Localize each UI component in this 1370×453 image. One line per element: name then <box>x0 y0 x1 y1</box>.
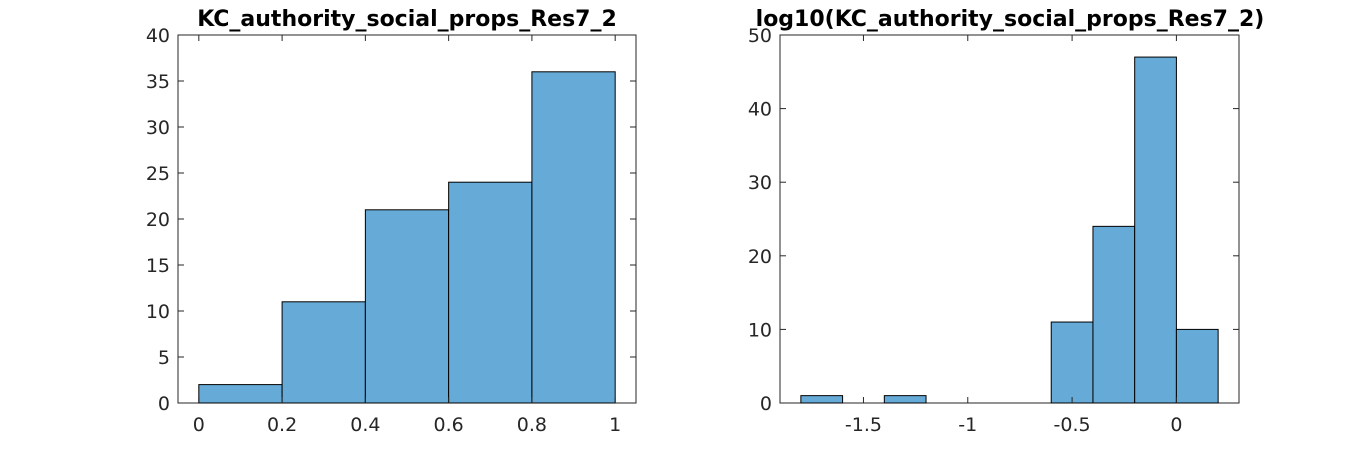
histogram-bar <box>198 384 283 404</box>
histogram-bar <box>1050 321 1094 404</box>
ticks: -1.5 -1 -0.5 0 0 10 20 30 40 50 <box>748 25 1239 436</box>
y-tick-label: 35 <box>146 71 170 93</box>
histogram-bar <box>1092 225 1136 404</box>
histogram-bar <box>883 395 927 404</box>
x-tick-label: 0.2 <box>267 414 297 436</box>
x-tick-label: 1 <box>609 414 621 436</box>
y-tick-label: 25 <box>146 163 170 185</box>
y-tick-label: 0 <box>760 393 772 415</box>
x-tick-label: 0.8 <box>517 414 547 436</box>
histogram-bar <box>364 209 450 404</box>
histogram-bar <box>800 395 844 404</box>
y-tick-label: 20 <box>748 246 772 268</box>
x-tick-label: -1 <box>958 414 977 436</box>
histogram-bar <box>1134 56 1177 404</box>
bars <box>198 71 616 404</box>
x-tick-label: 0 <box>193 414 205 436</box>
histogram-right: -1.5 -1 -0.5 0 0 10 20 30 40 50 log10(KC_authorit… <box>748 7 1265 436</box>
y-tick-label: 20 <box>146 209 170 231</box>
y-tick-label: 15 <box>146 255 170 277</box>
x-tick-label: 0.6 <box>434 414 464 436</box>
chart-title: log10(KC_authority_social_props_Res7_2) <box>756 7 1265 32</box>
y-tick-label: 0 <box>158 393 170 415</box>
y-tick-label: 5 <box>158 347 170 369</box>
y-tick-label: 30 <box>748 172 772 194</box>
histogram-bar <box>1175 328 1219 404</box>
bars <box>800 56 1219 404</box>
x-tick-label: -1.5 <box>845 414 882 436</box>
y-tick-label: 50 <box>748 25 772 47</box>
y-tick-label: 40 <box>748 99 772 121</box>
y-tick-label: 40 <box>146 25 170 47</box>
y-tick-label: 30 <box>146 117 170 139</box>
histogram-bar <box>281 301 366 404</box>
y-tick-label: 10 <box>748 319 772 341</box>
histogram-bar <box>531 71 616 404</box>
y-tick-label: 10 <box>146 301 170 323</box>
x-tick-label: -0.5 <box>1054 414 1091 436</box>
chart-title: KC_authority_social_props_Res7_2 <box>197 7 617 32</box>
x-tick-label: 0.4 <box>350 414 380 436</box>
histogram-bar <box>448 181 533 404</box>
x-tick-label: 0 <box>1170 414 1182 436</box>
